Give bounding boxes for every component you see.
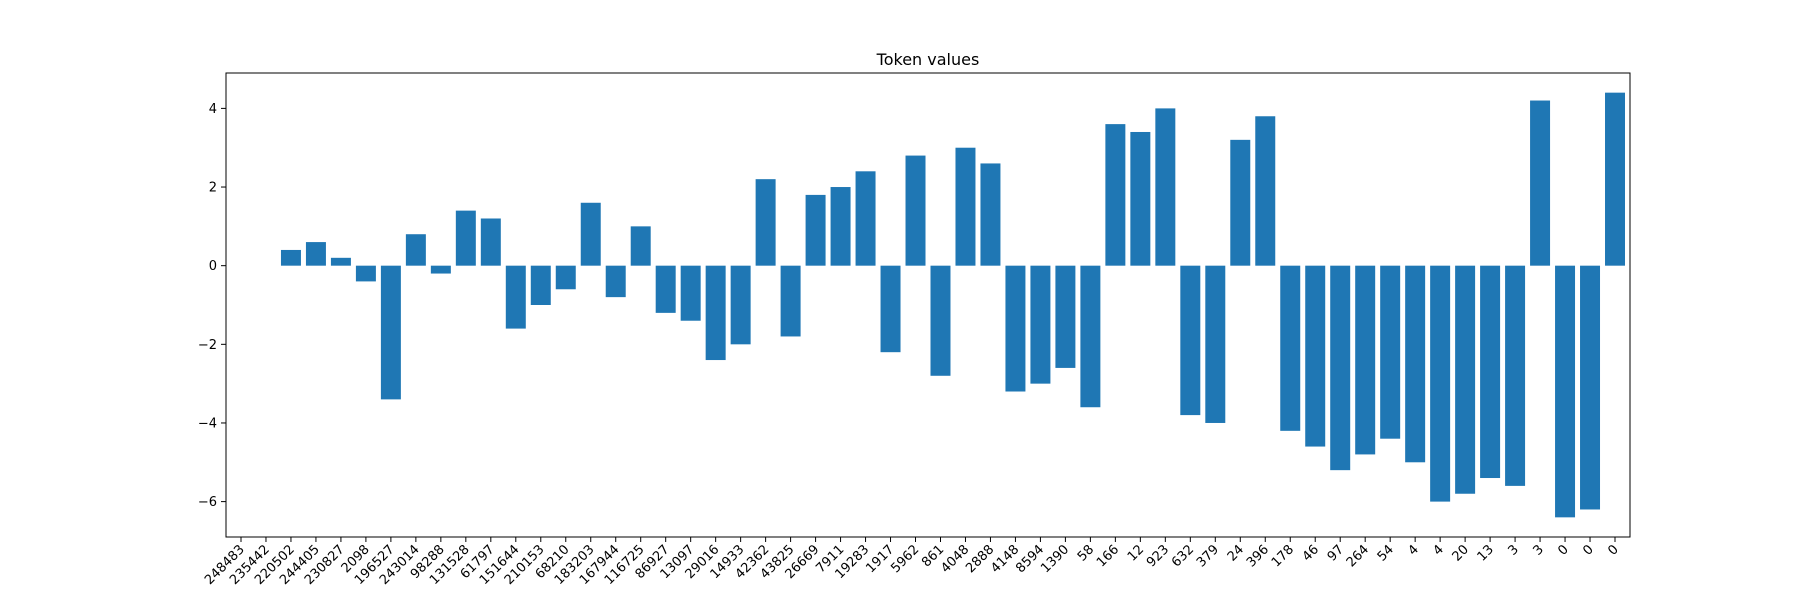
x-tick-label: 24 [1225,542,1247,564]
bar-55 [1605,92,1626,266]
bar-5 [355,265,376,282]
x-tick-label: 264 [1344,542,1372,570]
x-tick-label: 5962 [888,542,922,576]
x-tick-label: 1917 [863,542,897,576]
x-tick-label: 58 [1075,542,1097,564]
bar-12 [530,265,551,305]
bar-14 [580,202,601,266]
bar-11 [505,265,526,329]
x-tick-label: 1390 [1038,542,1072,576]
bar-17 [655,265,676,313]
x-tick-label: 379 [1194,542,1222,570]
y-tick-label: −6 [198,495,217,510]
bar-50 [1480,265,1501,479]
bar-28 [930,265,951,376]
bar-31 [1005,265,1026,392]
bar-36 [1130,131,1151,266]
bar-53 [1555,265,1576,518]
bar-15 [605,265,626,298]
x-tick-label: 166 [1094,542,1122,570]
x-tick-label: 0 [1555,542,1571,558]
bar-10 [480,218,501,266]
bar-19 [705,265,726,361]
bar-16 [630,226,651,266]
x-tick-label: 632 [1169,542,1197,570]
bar-48 [1430,265,1451,502]
bar-26 [880,265,901,353]
bar-49 [1455,265,1476,494]
bar-2 [280,249,301,266]
y-tick-label: −2 [198,338,217,353]
bar-7 [405,234,426,266]
x-tick-label: 4 [1406,542,1422,558]
bar-44 [1330,265,1351,471]
y-tick-label: 0 [209,259,217,274]
y-tick-label: 2 [209,181,217,196]
bar-45 [1355,265,1376,455]
bar-46 [1380,265,1401,439]
bar-29 [955,147,976,266]
bar-18 [680,265,701,321]
x-tick-label: 13 [1475,542,1497,564]
x-axis: 2484832354422205022444052308272098196527… [202,537,1622,588]
x-tick-label: 4 [1431,542,1447,558]
bar-20 [730,265,751,345]
y-tick-label: −4 [198,416,217,431]
x-tick-label: 97 [1325,542,1347,564]
bar-21 [755,179,776,266]
x-tick-label: 2888 [963,542,997,576]
bar-27 [905,155,926,266]
x-tick-label: 3 [1505,542,1521,558]
bar-38 [1180,265,1201,416]
x-tick-label: 46 [1300,542,1322,564]
x-tick-label: 923 [1144,542,1172,570]
bar-51 [1505,265,1526,486]
bar-41 [1255,116,1276,266]
bar-13 [555,265,576,290]
x-tick-label: 8594 [1013,542,1047,576]
x-tick-label: 178 [1269,542,1297,570]
y-axis: −6 −4 −2 0 2 4 [198,102,226,510]
x-tick-label: 0 [1580,542,1596,558]
chart-title: Token values [876,50,980,69]
x-tick-label: 3 [1530,542,1546,558]
bar-6 [380,265,401,400]
bar-24 [830,187,851,266]
x-tick-label: 20 [1450,542,1472,564]
bar-37 [1155,108,1176,266]
bar-47 [1405,265,1426,463]
bar-22 [780,265,801,337]
x-tick-label: 12 [1125,542,1147,564]
bar-30 [980,163,1001,266]
bar-23 [805,194,826,266]
x-tick-label: 54 [1375,542,1397,564]
plot-frame [225,72,1631,538]
bar-34 [1080,265,1101,408]
x-tick-label: 396 [1244,542,1272,570]
bar-25 [855,171,876,266]
bar-3 [305,242,326,266]
bar-35 [1105,124,1126,266]
bar-32 [1030,265,1051,384]
x-tick-label: 4148 [988,542,1022,576]
bar-9 [455,210,476,266]
bar-43 [1305,265,1326,447]
bar-54 [1580,265,1601,510]
bar-40 [1230,139,1251,266]
bars-layer [280,92,1626,518]
bar-8 [430,265,451,274]
bar-52 [1530,100,1551,266]
x-tick-label: 4048 [938,542,972,576]
bar-39 [1205,265,1226,423]
y-tick-label: 4 [209,102,217,117]
bar-33 [1055,265,1076,368]
bar-4 [330,257,351,266]
bar-42 [1280,265,1301,431]
x-tick-label: 0 [1605,542,1621,558]
